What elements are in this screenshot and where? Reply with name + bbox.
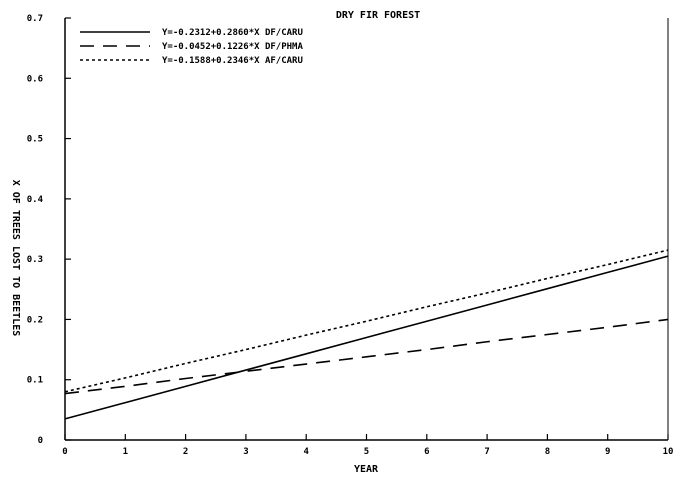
series-line-1 [64,255,669,420]
x-tick-label: 8 [545,447,550,457]
legend-label-3: Y=-0.1588+0.2346*X AF/CARU [162,56,303,66]
x-tick-label: 5 [364,447,369,457]
legend-label-2: Y=-0.0452+0.1226*X DF/PHMA [162,42,303,52]
axes: 0 1 2 3 4 5 6 7 8 9 10 0 0.1 0.2 0.3 0.4 0.5 0.6 0.7 [27,14,674,457]
series-line-3 [64,249,669,393]
y-tick-label: 0 [38,436,43,446]
x-axis-label: YEAR [354,464,379,475]
x-tick-label: 4 [303,447,309,457]
x-tick-label: 1 [123,447,128,457]
x-tick-label: 3 [243,447,248,457]
y-tick-label: 0.6 [27,74,43,84]
y-tick-label: 0.4 [27,195,44,205]
y-tick-label: 0.7 [27,14,43,24]
series-line-2 [64,318,669,395]
y-axis-label: X OF TREES LOST TO BEETLES [10,180,21,337]
legend: Y=-0.2312+0.2860*X DF/CARU Y=-0.0452+0.12… [80,28,303,66]
x-tick-label: 10 [663,447,674,457]
x-tick-label: 0 [62,447,67,457]
y-tick-label: 0.1 [27,376,43,386]
y-tick-label: 0.3 [27,255,43,265]
x-tick-label: 6 [424,447,429,457]
y-tick-label: 0.2 [27,315,43,325]
x-tick-label: 9 [605,447,610,457]
x-tick-label: 2 [183,447,188,457]
chart-title: DRY FIR FOREST [336,10,420,21]
series-lines [64,249,669,420]
x-tick-label: 7 [484,447,489,457]
y-tick-label: 0.5 [27,135,43,145]
legend-label-1: Y=-0.2312+0.2860*X DF/CARU [162,28,303,38]
